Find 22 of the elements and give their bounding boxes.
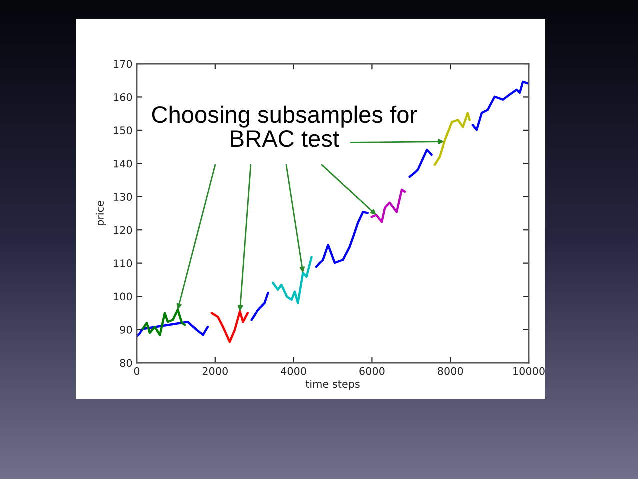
- x-tick-label: 10000: [514, 367, 545, 376]
- x-tick-label: 6000: [360, 367, 385, 376]
- annotation: Choosing subsamples for BRAC test: [152, 106, 418, 148]
- line-series: [272, 256, 313, 304]
- y-tick-label: 100: [114, 292, 132, 301]
- x-tick-label: 0: [134, 367, 140, 376]
- y-tick-label: 110: [114, 260, 132, 268]
- line-series: [370, 188, 406, 224]
- y-tick-label: 120: [114, 226, 132, 234]
- y-tick-label: 90: [120, 326, 132, 334]
- x-axis-title: time steps: [306, 380, 360, 390]
- x-tick-label: 8000: [438, 367, 464, 376]
- y-tick-label: 160: [114, 93, 132, 102]
- y-tick-label: 140: [114, 160, 132, 168]
- y-tick-label: 150: [114, 126, 132, 135]
- line-series: [434, 112, 471, 166]
- y-axis-title: price: [96, 201, 106, 226]
- x-tick-label: 4000: [281, 367, 306, 376]
- y-tick-label: 170: [114, 60, 132, 68]
- x-tick-label: 2000: [202, 367, 228, 376]
- y-tick-label: 80: [120, 359, 132, 368]
- y-tick-label: 130: [114, 193, 132, 201]
